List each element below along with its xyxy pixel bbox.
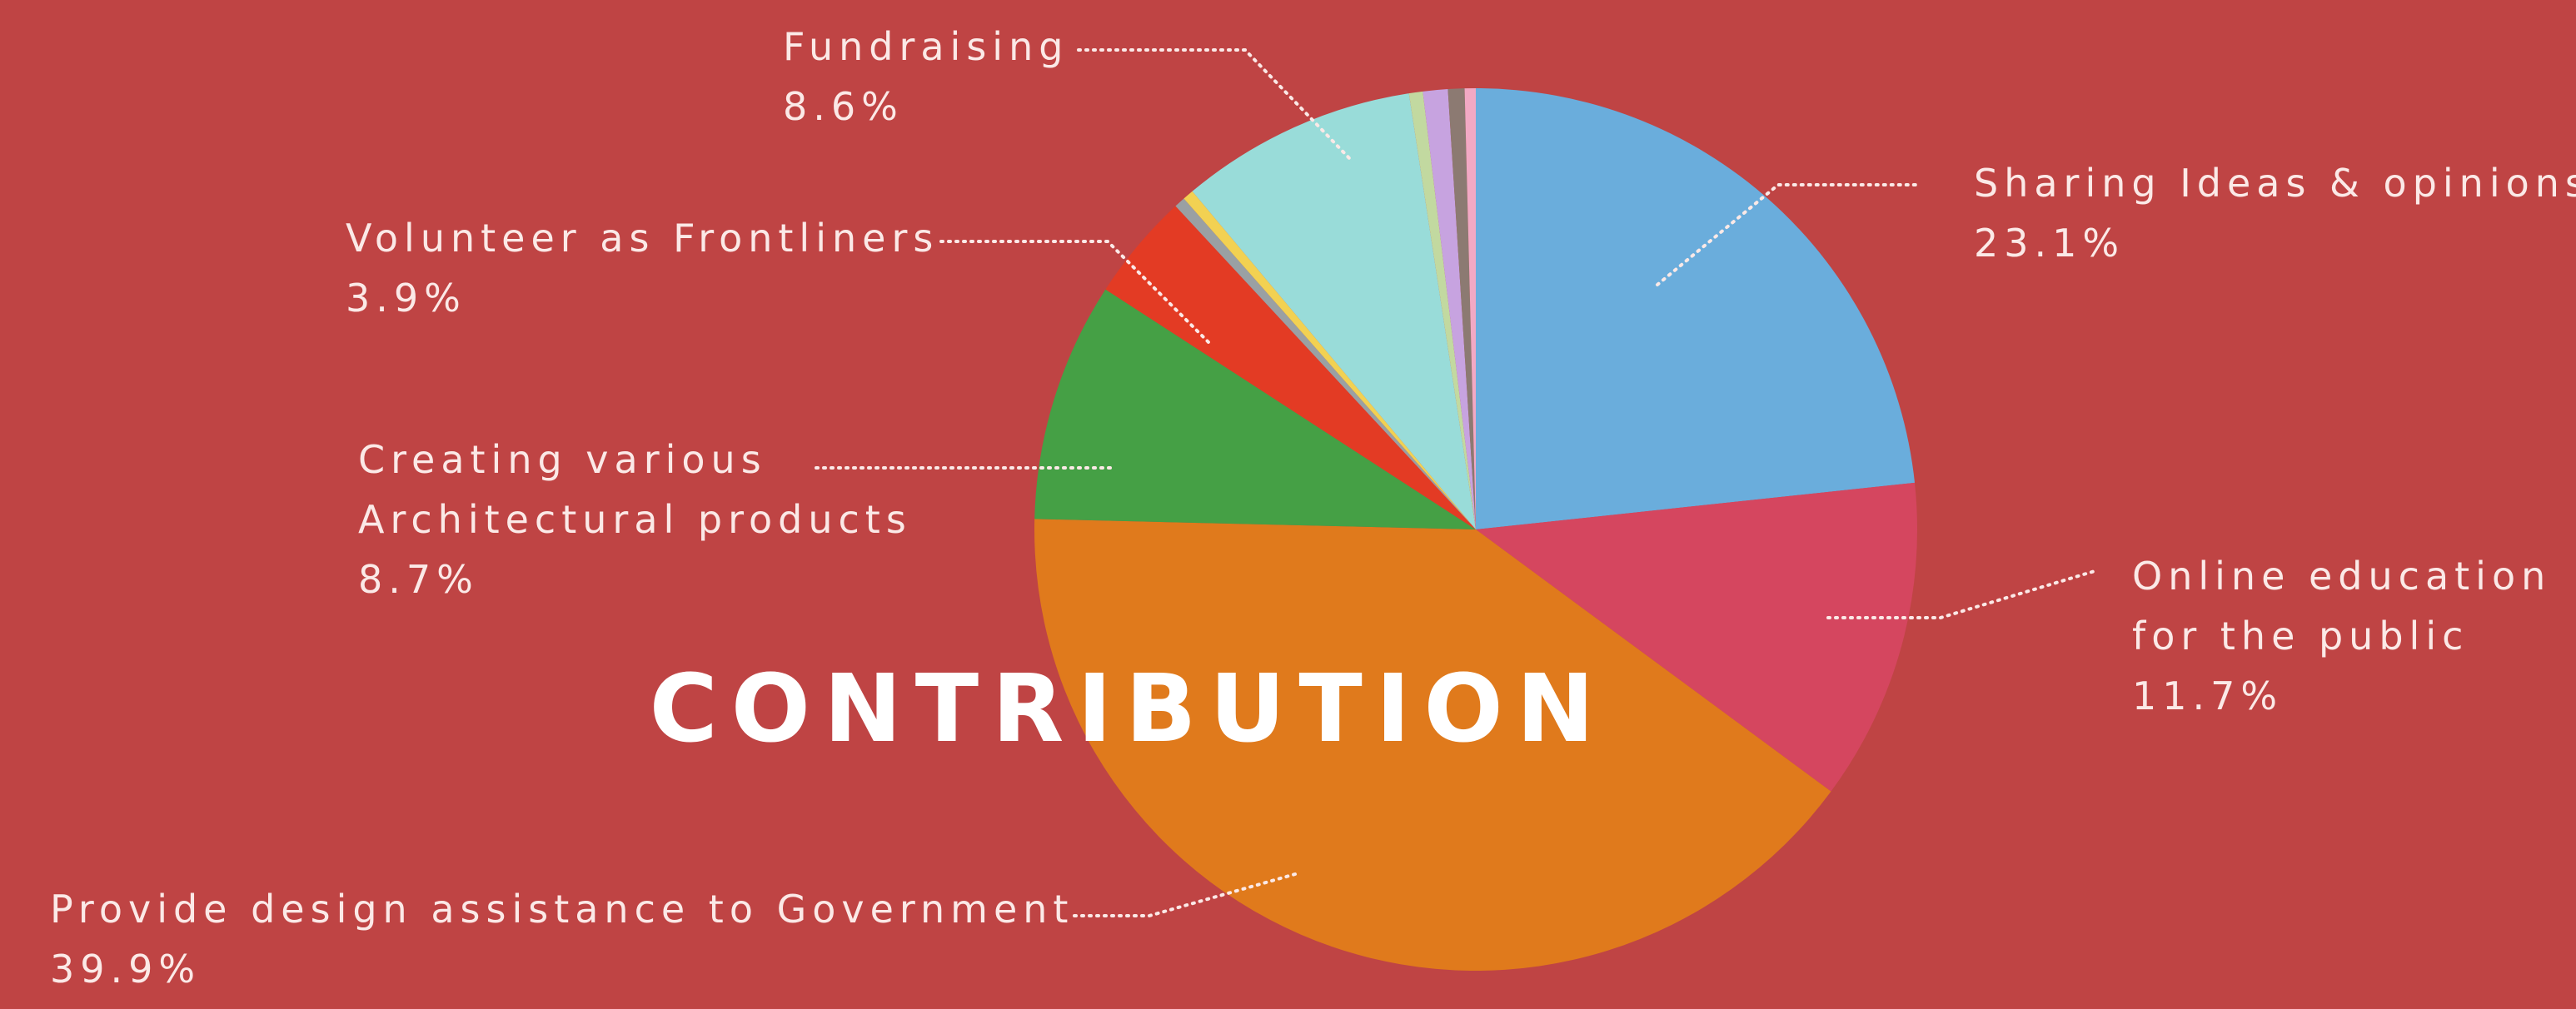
leader-line-online xyxy=(1826,569,2096,619)
slice-label-creating: Creating various xyxy=(358,437,767,482)
leader-line-fundraising xyxy=(1077,48,1351,160)
slice-label-online: Online education xyxy=(2132,554,2551,599)
leader-line-sharing xyxy=(1656,183,1921,286)
pie-slice-online xyxy=(1476,482,1917,792)
pie-slice-minor6 xyxy=(1464,87,1476,529)
pie-slice-minor4 xyxy=(1423,89,1476,529)
slice-label-sharing: Sharing Ideas & opinions xyxy=(1974,161,2576,206)
slice-label-fundraising: Fundraising xyxy=(783,24,1069,69)
pie-slices xyxy=(1034,87,1917,972)
slice-label-creating: Architectural products xyxy=(358,497,912,542)
slice-percent-fundraising: 8.6% xyxy=(783,84,904,129)
slice-percent-creating: 8.7% xyxy=(358,557,479,602)
pie-slice-minor2 xyxy=(1183,191,1476,529)
slice-label-online: for the public xyxy=(2132,614,2469,659)
slice-percent-volunteer: 3.9% xyxy=(346,276,466,321)
leader-line-volunteer xyxy=(939,240,1211,345)
chart-title: CONTRIBUTION xyxy=(650,655,1608,763)
slice-label-design: Provide design assistance to Government xyxy=(50,887,1074,932)
leader-lines xyxy=(815,48,2096,917)
pie-slice-minor1 xyxy=(1175,198,1476,529)
pie-slice-volunteer xyxy=(1105,206,1476,530)
slice-labels: Sharing Ideas & opinions 23.1% Online educ… xyxy=(50,24,2576,992)
leader-line-design xyxy=(1073,872,1297,917)
pie-slice-creating xyxy=(1034,289,1476,529)
pie-slice-design xyxy=(1034,519,1831,972)
slice-percent-online: 11.7% xyxy=(2132,673,2283,718)
pie-slice-minor5 xyxy=(1447,88,1476,530)
pie-slice-sharing xyxy=(1476,88,1916,529)
slice-percent-design: 39.9% xyxy=(50,947,201,992)
slice-percent-sharing: 23.1% xyxy=(1974,221,2125,266)
slice-label-volunteer: Volunteer as Frontliners xyxy=(346,216,939,261)
pie-slice-minor3 xyxy=(1408,91,1476,530)
pie-slice-fundraising xyxy=(1192,93,1476,530)
